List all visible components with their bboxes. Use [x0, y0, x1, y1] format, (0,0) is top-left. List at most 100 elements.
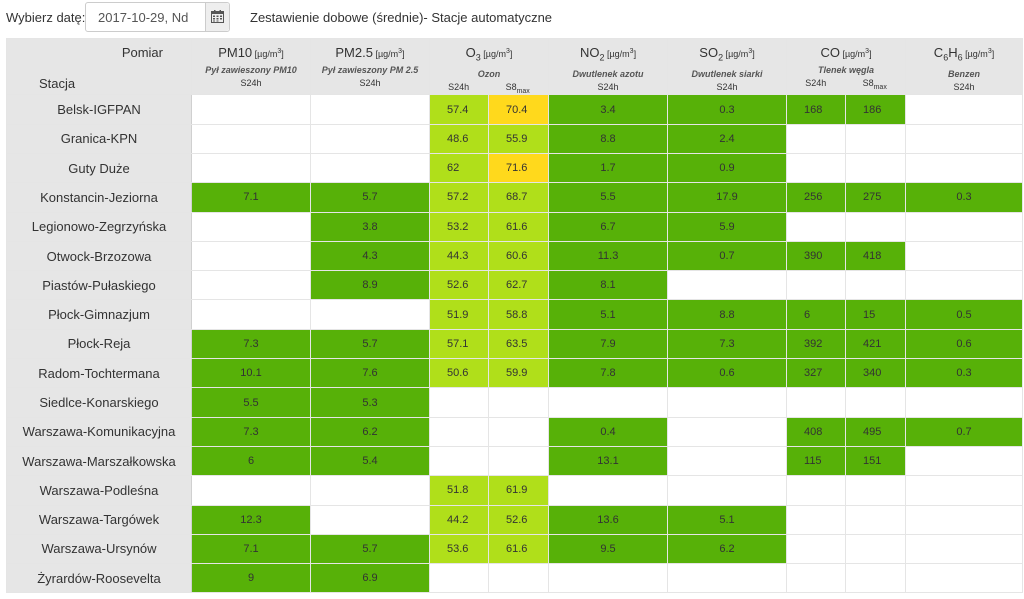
value-cell: 9.5 [548, 533, 669, 565]
value-cell: 17.9 [667, 182, 788, 213]
value-cell: 8.1 [548, 270, 669, 301]
station-name: Warszawa-Podleśna [6, 475, 192, 506]
value-cell: 62 [429, 152, 489, 184]
value-cell [845, 475, 907, 506]
value-cell: 168 [786, 94, 847, 125]
table-row: Legionowo-Zegrzyńska 3.8 53.2 61.6 6.7 5.9 [6, 211, 1024, 242]
value-cell: 0.3 [905, 358, 1024, 389]
table-row: Piastów-Pułaskiego 8.9 52.6 62.7 8.1 [6, 270, 1024, 301]
value-cell: 5.7 [310, 182, 430, 213]
table-row: Radom-Tochtermana 10.1 7.6 50.6 59.9 7.8 0.6 32… [6, 358, 1024, 389]
pollutant-header-1: PM2.5 [µg/m3] Pył zawieszony PM 2.5 S24h [310, 37, 430, 96]
date-picker[interactable] [85, 2, 230, 32]
calendar-button[interactable] [205, 3, 229, 31]
pollutant-header-2: O3 [µg/m3] Ozon S24h S8max [428, 37, 550, 96]
subcolumn-label: S24h [448, 81, 470, 92]
value-cell [845, 211, 907, 242]
value-cell: 59.9 [487, 358, 550, 389]
station-name: Otwock-Brzozowa [6, 240, 192, 272]
value-cell [667, 416, 788, 447]
pollutant-description: Pył zawieszony PM10 [205, 65, 297, 75]
value-cell [905, 533, 1024, 565]
value-cell: 6.9 [310, 563, 430, 594]
value-cell: 0.3 [905, 182, 1024, 213]
value-cell: 5.5 [191, 387, 311, 418]
value-cell [191, 94, 311, 125]
value-cell: 61.6 [487, 211, 550, 242]
value-cell: 62.7 [487, 270, 550, 301]
value-cell [845, 270, 907, 301]
value-cell: 0.5 [905, 299, 1024, 330]
value-cell: 63.5 [487, 328, 550, 360]
value-cell: 58.8 [487, 299, 550, 330]
pollutant-description: Dwutlenek azotu [572, 68, 644, 79]
value-cell [786, 533, 847, 565]
value-cell: 275 [845, 182, 907, 213]
value-cell: 48.6 [429, 123, 489, 154]
station-name: Guty Duże [6, 152, 192, 184]
value-cell: 340 [845, 358, 907, 389]
value-cell: 10.1 [191, 358, 311, 389]
table-row: Guty Duże 62 71.6 1.7 0.9 [6, 152, 1024, 184]
value-cell: 3.4 [548, 94, 669, 125]
pollutant-description: Dwutlenek siarki [691, 68, 763, 79]
value-cell [548, 387, 669, 418]
header-row: Pomiar Stacja PM10 [µg/m3] Pył zawieszony… [6, 37, 1024, 96]
value-cell [845, 152, 907, 184]
value-cell: 392 [786, 328, 847, 360]
value-cell [667, 387, 788, 418]
pollutant-unit: [µg/m3] [839, 48, 872, 59]
value-cell [487, 445, 550, 477]
value-cell: 5.3 [310, 387, 430, 418]
pollutant-description: Pył zawieszony PM 2.5 [321, 65, 419, 75]
value-cell [429, 445, 489, 477]
value-cell [667, 445, 788, 477]
value-cell: 51.8 [429, 475, 489, 506]
table-row: Siedlce-Konarskiego 5.5 5.3 [6, 387, 1024, 418]
value-cell: 50.6 [429, 358, 489, 389]
value-cell: 0.3 [667, 94, 788, 125]
value-cell: 418 [845, 240, 907, 272]
value-cell [845, 387, 907, 418]
table-row: Otwock-Brzozowa 4.3 44.3 60.6 11.3 0.7 390 418 [6, 240, 1024, 272]
value-cell [667, 563, 788, 594]
station-name: Granica-KPN [6, 123, 192, 154]
value-cell: 5.4 [310, 445, 430, 477]
table-row: Belsk-IGFPAN 57.4 70.4 3.4 0.3 168 186 [6, 94, 1024, 125]
value-cell: 2.4 [667, 123, 788, 154]
value-cell: 0.7 [667, 240, 788, 272]
value-cell [786, 211, 847, 242]
value-cell: 3.8 [310, 211, 430, 242]
value-cell [905, 123, 1024, 154]
value-cell: 57.1 [429, 328, 489, 360]
subcolumn-label: S24h [716, 81, 738, 92]
value-cell: 7.3 [667, 328, 788, 360]
station-name: Warszawa-Ursynów [6, 533, 192, 565]
date-input[interactable] [86, 3, 206, 31]
pollutant-name: O3 [µg/m3] [465, 45, 513, 63]
value-cell: 53.6 [429, 533, 489, 565]
value-cell: 57.4 [429, 94, 489, 125]
value-cell: 6.2 [667, 533, 788, 565]
table-row: Warszawa-Targówek 12.3 44.2 52.6 13.6 5.1 [6, 504, 1024, 535]
value-cell [191, 299, 311, 330]
value-cell: 5.9 [667, 211, 788, 242]
value-cell: 68.7 [487, 182, 550, 213]
corner-pomiar-label: Pomiar [121, 45, 163, 60]
value-cell [845, 563, 907, 594]
pollutant-header-0: PM10 [µg/m3] Pył zawieszony PM10 S24h [191, 37, 311, 96]
value-cell [487, 416, 550, 447]
station-name: Płock-Reja [6, 328, 192, 360]
value-cell: 8.8 [667, 299, 788, 330]
pollutant-unit: [µg/m3] [604, 48, 637, 59]
value-cell [905, 475, 1024, 506]
value-cell: 8.8 [548, 123, 669, 154]
value-cell [191, 211, 311, 242]
pollutant-description: Benzen [948, 68, 981, 79]
value-cell: 57.2 [429, 182, 489, 213]
value-cell: 7.1 [191, 182, 311, 213]
pollutant-name: NO2 [µg/m3] [579, 45, 637, 63]
pollutant-subcolumns: S24h [311, 78, 429, 88]
pollutant-name: CO [µg/m3] [820, 45, 872, 60]
value-cell: 408 [786, 416, 847, 447]
